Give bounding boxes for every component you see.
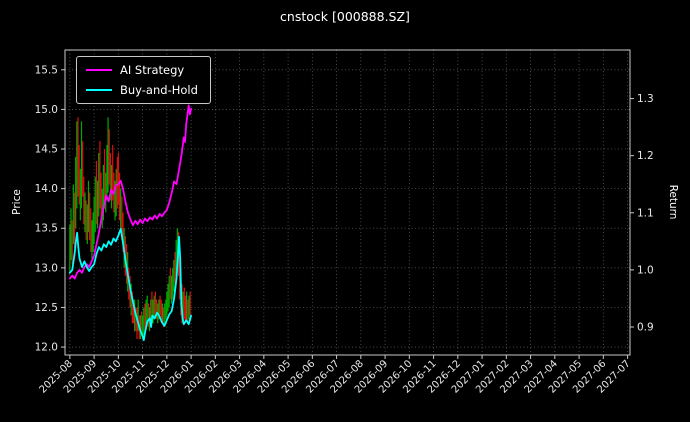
- chart-title: cnstock [000888.SZ]: [280, 9, 410, 24]
- legend-item-ai-strategy: AI Strategy: [86, 63, 198, 77]
- legend-label-ai-strategy: AI Strategy: [120, 63, 185, 77]
- left-tick-label: 15.0: [35, 104, 58, 116]
- ai-strategy-line-swatch: [86, 69, 112, 71]
- right-tick-label: 1.1: [637, 207, 654, 219]
- buy-and-hold-line: [68, 227, 193, 342]
- legend: AI Strategy Buy-and-Hold: [76, 56, 211, 104]
- left-tick-label: 15.5: [35, 64, 58, 76]
- left-axis-label: Price: [11, 189, 23, 215]
- left-tick-label: 13.0: [35, 262, 58, 274]
- plot-frame: [64, 49, 631, 356]
- legend-label-buy-and-hold: Buy-and-Hold: [120, 83, 198, 97]
- buy-and-hold-line-swatch: [86, 89, 112, 91]
- ai-strategy-line: [68, 104, 193, 280]
- left-tick-label: 12.5: [35, 302, 58, 314]
- right-tick-label: 1.0: [637, 264, 654, 276]
- left-tick-label: 13.5: [35, 223, 58, 235]
- right-axis-label: Return: [667, 184, 679, 220]
- left-tick-label: 14.5: [35, 144, 58, 156]
- right-tick-label: 0.9: [637, 322, 654, 334]
- left-tick-label: 12.0: [35, 342, 58, 354]
- right-tick-label: 1.2: [637, 150, 654, 162]
- left-tick-label: 14.0: [35, 183, 58, 195]
- right-tick-label: 1.3: [637, 93, 654, 105]
- legend-item-buy-and-hold: Buy-and-Hold: [86, 83, 198, 97]
